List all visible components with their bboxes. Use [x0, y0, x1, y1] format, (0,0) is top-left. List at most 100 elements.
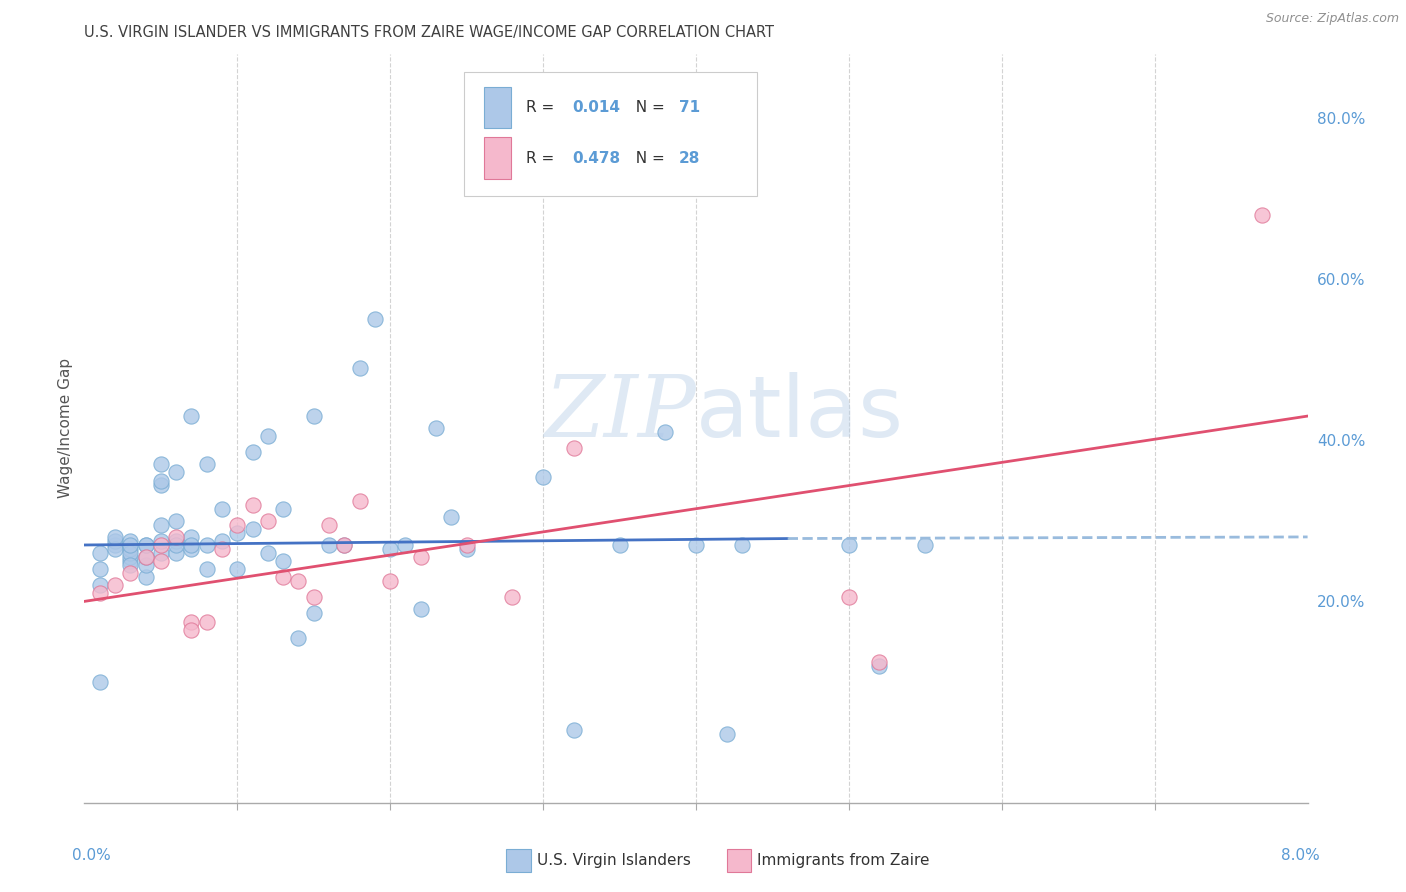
Point [502, 591, 524, 605]
Point [120, 538, 142, 552]
Text: N =: N = [626, 100, 669, 115]
Point [271, 501, 294, 516]
Point [302, 607, 325, 621]
Point [165, 538, 187, 552]
Point [180, 409, 202, 423]
Point [211, 541, 233, 556]
Point [149, 474, 172, 488]
Point [104, 533, 127, 548]
Point [333, 538, 356, 552]
Point [180, 623, 202, 637]
Text: atlas: atlas [696, 372, 904, 455]
Point [135, 538, 157, 552]
Point [226, 562, 249, 576]
Point [120, 550, 142, 565]
Point [135, 538, 157, 552]
Point [838, 591, 860, 605]
Point [149, 458, 172, 472]
Text: 8.0%: 8.0% [1281, 847, 1320, 863]
Point [869, 655, 891, 669]
Point [257, 514, 280, 528]
Point [195, 562, 218, 576]
Point [149, 538, 172, 552]
Point [562, 723, 585, 738]
Point [349, 493, 371, 508]
Point [456, 541, 478, 556]
Text: 0.014: 0.014 [572, 100, 620, 115]
Point [562, 442, 585, 456]
Point [349, 360, 371, 375]
Point [89, 586, 111, 600]
Point [242, 498, 264, 512]
Point [716, 727, 738, 741]
Point [180, 615, 202, 629]
Point [409, 550, 432, 565]
Point [104, 538, 127, 552]
Point [104, 578, 127, 592]
Point [394, 538, 416, 552]
FancyBboxPatch shape [506, 848, 531, 872]
Point [869, 658, 891, 673]
Text: 0.0%: 0.0% [72, 847, 111, 863]
Point [838, 538, 860, 552]
Point [318, 538, 340, 552]
Point [149, 546, 172, 560]
Point [120, 566, 142, 581]
Text: R =: R = [526, 100, 560, 115]
Point [135, 550, 157, 565]
Point [120, 558, 142, 573]
Point [89, 675, 111, 690]
Point [120, 533, 142, 548]
Point [180, 541, 202, 556]
Point [104, 530, 127, 544]
Point [1250, 208, 1272, 222]
Point [531, 469, 554, 483]
Point [149, 477, 172, 491]
Point [120, 541, 142, 556]
Point [120, 546, 142, 560]
Point [242, 445, 264, 459]
Point [257, 546, 280, 560]
Point [318, 517, 340, 532]
Point [89, 546, 111, 560]
Point [302, 591, 325, 605]
Point [364, 312, 387, 326]
Point [135, 550, 157, 565]
Point [380, 541, 402, 556]
Text: 28: 28 [679, 151, 700, 166]
Point [165, 514, 187, 528]
Point [609, 538, 631, 552]
Point [731, 538, 754, 552]
Point [226, 517, 249, 532]
Point [149, 554, 172, 568]
Point [149, 533, 172, 548]
Point [914, 538, 936, 552]
Text: 71: 71 [679, 100, 700, 115]
FancyBboxPatch shape [484, 87, 512, 128]
Point [89, 578, 111, 592]
Point [135, 570, 157, 584]
Point [685, 538, 707, 552]
Point [180, 530, 202, 544]
Y-axis label: Wage/Income Gap: Wage/Income Gap [58, 358, 73, 499]
Point [226, 525, 249, 540]
FancyBboxPatch shape [727, 848, 751, 872]
Text: R =: R = [526, 151, 560, 166]
Point [287, 631, 309, 645]
Point [135, 558, 157, 573]
Point [654, 425, 676, 440]
Text: U.S. VIRGIN ISLANDER VS IMMIGRANTS FROM ZAIRE WAGE/INCOME GAP CORRELATION CHART: U.S. VIRGIN ISLANDER VS IMMIGRANTS FROM … [84, 25, 775, 40]
Point [120, 554, 142, 568]
Point [195, 458, 218, 472]
Point [104, 541, 127, 556]
Point [271, 554, 294, 568]
Point [89, 562, 111, 576]
Text: U.S. Virgin Islanders: U.S. Virgin Islanders [537, 853, 690, 868]
Point [440, 509, 463, 524]
Text: Source: ZipAtlas.com: Source: ZipAtlas.com [1265, 12, 1399, 25]
Point [195, 615, 218, 629]
Point [165, 533, 187, 548]
Point [165, 530, 187, 544]
Point [333, 538, 356, 552]
Point [271, 570, 294, 584]
